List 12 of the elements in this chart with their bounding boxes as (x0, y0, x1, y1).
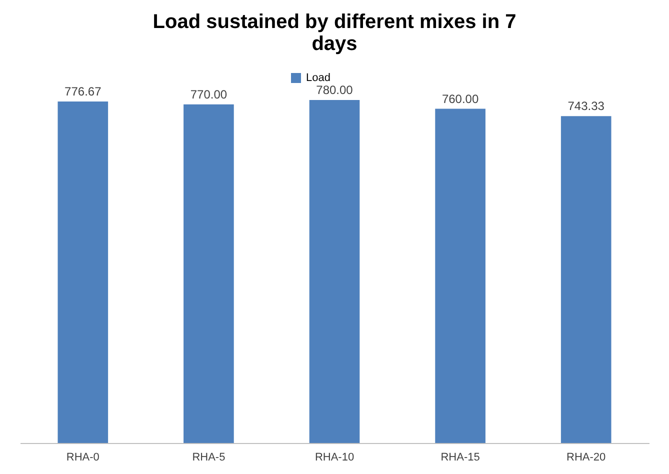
x-tick-label: RHA-20 (566, 452, 606, 464)
legend-label: Load (306, 72, 330, 84)
x-tick-label: RHA-5 (192, 452, 226, 464)
data-label: 760.00 (442, 92, 479, 106)
data-label: 780.00 (316, 83, 354, 97)
x-tick-label: RHA-15 (440, 452, 480, 464)
x-tick-label: RHA-10 (314, 452, 354, 464)
x-tick-label: RHA-0 (66, 452, 100, 464)
data-label: 776.67 (64, 84, 102, 98)
data-label: 743.33 (568, 99, 605, 114)
data-label: 770.00 (190, 87, 228, 102)
chart-title: Load sustained by different mixes in 7 days (152, 11, 516, 55)
